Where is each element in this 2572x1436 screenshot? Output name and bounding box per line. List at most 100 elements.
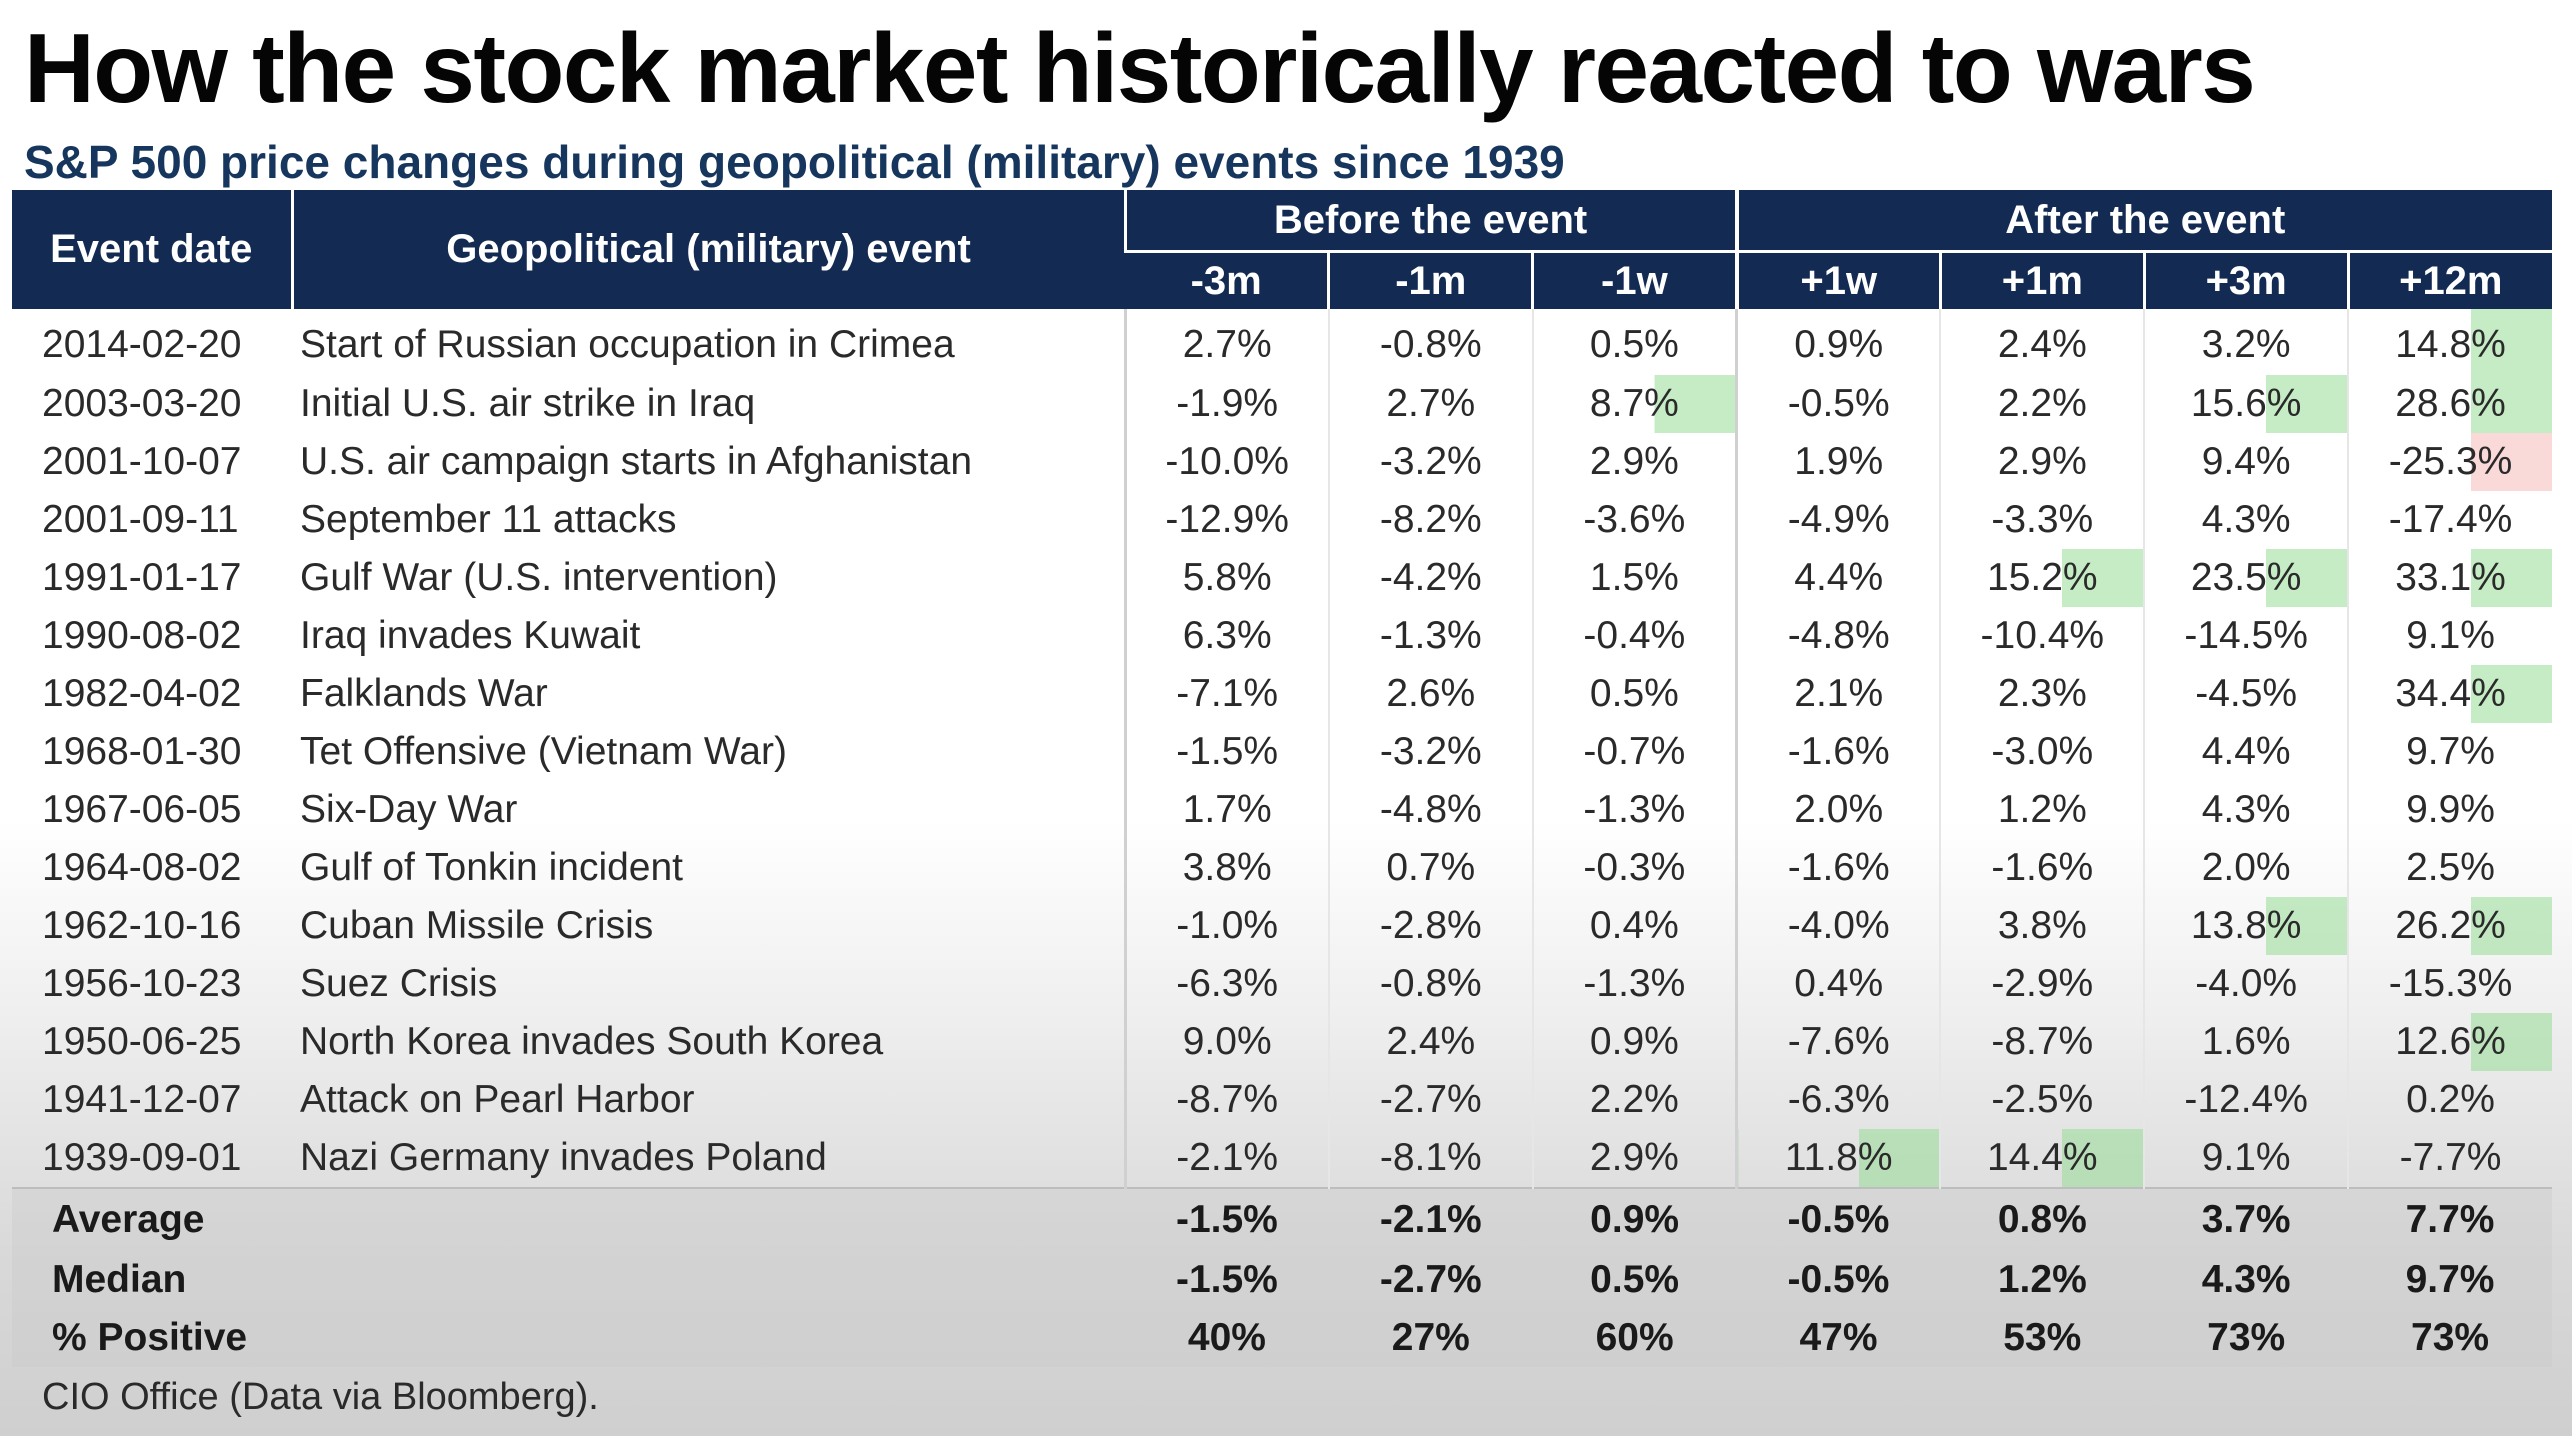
- cell-value: -1.9%: [1123, 375, 1329, 433]
- source-note: CIO Office (Data via Bloomberg).: [42, 1376, 599, 1418]
- cell-value: 0.9%: [1735, 309, 1941, 375]
- cell-event-name: Gulf of Tonkin incident: [300, 846, 684, 889]
- cell-value: -10.0%: [1123, 433, 1329, 491]
- cell-value: 4.3%: [2143, 781, 2349, 839]
- summary-value: -2.1%: [1328, 1187, 1533, 1251]
- cell-value: -4.8%: [1735, 607, 1941, 665]
- summary-value: 0.8%: [1940, 1187, 2145, 1251]
- cell-value: 2.4%: [1939, 309, 2145, 375]
- cell-value: -3.2%: [1327, 433, 1533, 491]
- header-period: +1w: [1734, 250, 1941, 309]
- cell-event-name: Start of Russian occupation in Crimea: [300, 323, 955, 366]
- header-after-group: After the event: [1734, 190, 2552, 252]
- summary-value: 60%: [1532, 1309, 1737, 1367]
- cell-value: -14.5%: [2143, 607, 2349, 665]
- cell-value: -2.8%: [1327, 897, 1533, 955]
- header-period: +12m: [2346, 250, 2552, 309]
- header-period: +1m: [1938, 250, 2145, 309]
- cell-event-name: U.S. air campaign starts in Afghanistan: [300, 440, 973, 483]
- cell-event-date: 2001-09-11: [42, 498, 239, 541]
- summary-value: 0.9%: [1532, 1187, 1737, 1251]
- cell-value: 0.9%: [1531, 1013, 1737, 1071]
- cell-event-name: Initial U.S. air strike in Iraq: [300, 382, 756, 425]
- cell-value: 2.4%: [1327, 1013, 1533, 1071]
- cell-value: 2.2%: [1939, 375, 2145, 433]
- summary-row: % Positive 40% 27% 60% 47% 53% 73% 73%: [12, 1309, 2552, 1367]
- cell-value: 1.7%: [1123, 781, 1329, 839]
- cell-event-name: Six-Day War: [300, 788, 518, 831]
- cell-event-date: 1950-06-25: [42, 1020, 242, 1063]
- cell-value: -7.1%: [1123, 665, 1329, 723]
- cell-value: -0.8%: [1327, 309, 1533, 375]
- cell-event-date: 1956-10-23: [42, 962, 242, 1005]
- war-reaction-table: Event date Geopolitical (military) event…: [12, 190, 2552, 1367]
- cell-value: 14.4%: [1939, 1129, 2145, 1188]
- header-periods-row: -3m -1m -1w +1w +1m +3m +12m: [12, 250, 2552, 309]
- header-before-group: Before the event: [1123, 190, 1737, 252]
- cell-value: 13.8%: [2143, 897, 2349, 955]
- summary-value: 4.3%: [2144, 1251, 2349, 1309]
- cell-value: 2.6%: [1327, 665, 1533, 723]
- table-summary: Average -1.5% -2.1% 0.9% -0.5% 0.8% 3.7% 7.7% Me…: [12, 1187, 2552, 1367]
- cell-value: 9.7%: [2347, 723, 2552, 781]
- cell-value: 5.8%: [1123, 549, 1329, 607]
- cell-value: 4.3%: [2143, 491, 2349, 549]
- page-subtitle: S&P 500 price changes during geopolitica…: [24, 136, 1565, 188]
- cell-value: -0.7%: [1531, 723, 1737, 781]
- cell-event-date: 1962-10-16: [42, 904, 242, 947]
- header-period: +3m: [2142, 250, 2349, 309]
- cell-value: -3.2%: [1327, 723, 1533, 781]
- cell-value: -17.4%: [2347, 491, 2552, 549]
- page-title: How the stock market historically reacte…: [24, 13, 2256, 123]
- summary-value: 47%: [1736, 1309, 1941, 1367]
- cell-value: 14.8%: [2347, 309, 2552, 375]
- cell-value: 0.5%: [1531, 665, 1737, 723]
- summary-value: 0.5%: [1532, 1251, 1737, 1309]
- table-row: 1964-08-02 Gulf of Tonkin incident 3.8% 0.7…: [12, 839, 2552, 897]
- cell-value: 28.6%: [2347, 375, 2552, 433]
- cell-value: -4.2%: [1327, 549, 1533, 607]
- cell-event-name: Tet Offensive (Vietnam War): [300, 730, 787, 773]
- table-row: 1968-01-30 Tet Offensive (Vietnam War) -1.…: [12, 723, 2552, 781]
- cell-value: 3.8%: [1123, 839, 1329, 897]
- cell-value: -1.6%: [1735, 839, 1941, 897]
- cell-value: -4.8%: [1327, 781, 1533, 839]
- cell-event-date: 1939-09-01: [42, 1136, 242, 1179]
- cell-value: -1.0%: [1123, 897, 1329, 955]
- cell-value: 26.2%: [2347, 897, 2552, 955]
- cell-value: 2.7%: [1123, 309, 1329, 375]
- cell-value: 2.3%: [1939, 665, 2145, 723]
- cell-value: -8.7%: [1123, 1071, 1329, 1129]
- cell-event-date: 2003-03-20: [42, 382, 242, 425]
- cell-value: -7.7%: [2347, 1129, 2552, 1188]
- cell-value: 9.1%: [2143, 1129, 2349, 1188]
- header-event: Geopolitical (military) event: [290, 190, 1126, 309]
- cell-event-name: Falklands War: [300, 672, 548, 715]
- cell-value: 15.2%: [1939, 549, 2145, 607]
- cell-value: -3.3%: [1939, 491, 2145, 549]
- cell-event-date: 1941-12-07: [42, 1078, 242, 1121]
- cell-value: 0.5%: [1531, 309, 1737, 375]
- cell-value: 9.1%: [2347, 607, 2552, 665]
- summary-label: % Positive: [12, 1309, 1126, 1367]
- cell-value: -12.9%: [1123, 491, 1329, 549]
- summary-row: Median -1.5% -2.7% 0.5% -0.5% 1.2% 4.3% 9.7%: [12, 1251, 2552, 1309]
- cell-event-date: 1991-01-17: [42, 556, 242, 599]
- summary-label: Average: [12, 1187, 1126, 1251]
- header-event-date: Event date: [12, 190, 292, 309]
- header-period: -1w: [1531, 250, 1737, 309]
- summary-label: Median: [12, 1251, 1126, 1309]
- cell-value: 3.8%: [1939, 897, 2145, 955]
- cell-value: -0.5%: [1735, 375, 1941, 433]
- cell-value: 1.6%: [2143, 1013, 2349, 1071]
- cell-value: -6.3%: [1735, 1071, 1941, 1129]
- cell-value: -15.3%: [2347, 955, 2552, 1013]
- summary-value: -2.7%: [1328, 1251, 1533, 1309]
- cell-value: -3.6%: [1531, 491, 1737, 549]
- cell-value: -2.9%: [1939, 955, 2145, 1013]
- cell-value: -1.6%: [1939, 839, 2145, 897]
- cell-value: 0.7%: [1327, 839, 1533, 897]
- cell-value: 33.1%: [2347, 549, 2552, 607]
- cell-value: 6.3%: [1123, 607, 1329, 665]
- cell-value: 9.4%: [2143, 433, 2349, 491]
